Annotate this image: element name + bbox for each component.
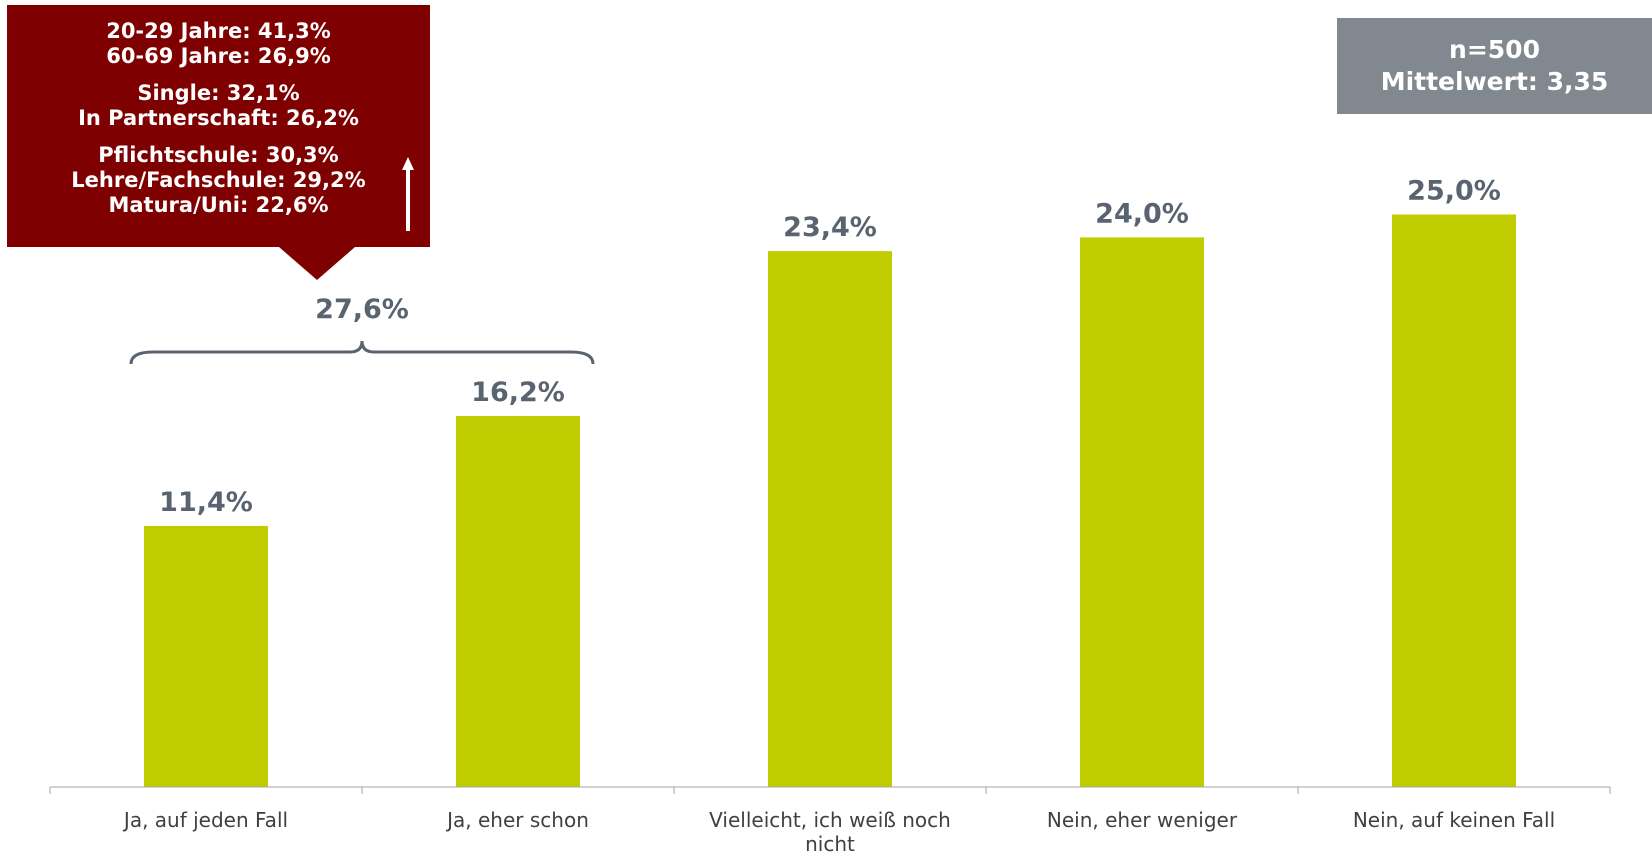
bar xyxy=(456,416,580,787)
x-tick-label: Ja, auf jeden Fall xyxy=(122,808,288,832)
bracket-label: 27,6% xyxy=(315,294,409,325)
x-tick-label: Ja, eher schon xyxy=(445,808,589,832)
data-label: 23,4% xyxy=(783,212,877,243)
callout-line: In Partnerschaft: 26,2% xyxy=(78,106,359,130)
callout-line: Single: 32,1% xyxy=(137,81,300,105)
callout-pointer xyxy=(279,247,355,280)
bars-group xyxy=(144,214,1516,787)
bar xyxy=(1392,214,1516,787)
mean-value: Mittelwert: 3,35 xyxy=(1380,67,1609,96)
callout-line: Lehre/Fachschule: 29,2% xyxy=(71,168,366,192)
data-label: 11,4% xyxy=(159,487,253,518)
bar xyxy=(144,525,268,787)
arrow-up-icon xyxy=(402,157,414,231)
callout-education-group: Pflichtschule: 30,3% Lehre/Fachschule: 2… xyxy=(7,143,430,218)
callout-line: Matura/Uni: 22,6% xyxy=(108,193,329,217)
sample-info-box: n=500 Mittelwert: 3,35 xyxy=(1337,18,1652,114)
bracket-line xyxy=(129,340,595,365)
callout-line: 60-69 Jahre: 26,9% xyxy=(106,44,331,68)
callout-line: 20-29 Jahre: 41,3% xyxy=(106,19,331,43)
sample-size: n=500 xyxy=(1449,35,1540,64)
bar xyxy=(1080,237,1204,787)
x-tick-label: Nein, auf keinen Fall xyxy=(1353,808,1555,832)
x-axis xyxy=(49,786,1611,794)
data-label: 16,2% xyxy=(471,377,565,408)
x-tick-label: Nein, eher weniger xyxy=(1047,808,1238,832)
x-tick-label: Vielleicht, ich weiß noch nicht xyxy=(709,808,951,856)
bar xyxy=(768,251,892,787)
callout-relationship-group: Single: 32,1% In Partnerschaft: 26,2% xyxy=(7,81,430,131)
data-label: 24,0% xyxy=(1095,198,1189,229)
callout-line: Pflichtschule: 30,3% xyxy=(98,143,339,167)
callout-age-group: 20-29 Jahre: 41,3% 60-69 Jahre: 26,9% xyxy=(7,19,430,69)
group-bracket: 27,6% xyxy=(129,294,595,365)
demographics-callout: 20-29 Jahre: 41,3% 60-69 Jahre: 26,9% Si… xyxy=(7,5,430,247)
x-axis-labels: Ja, auf jeden Fall Ja, eher schon Vielleic… xyxy=(122,808,1555,856)
value-labels-group: 11,4% 16,2% 23,4% 24,0% 25,0% xyxy=(159,176,1501,518)
data-label: 25,0% xyxy=(1407,176,1501,207)
